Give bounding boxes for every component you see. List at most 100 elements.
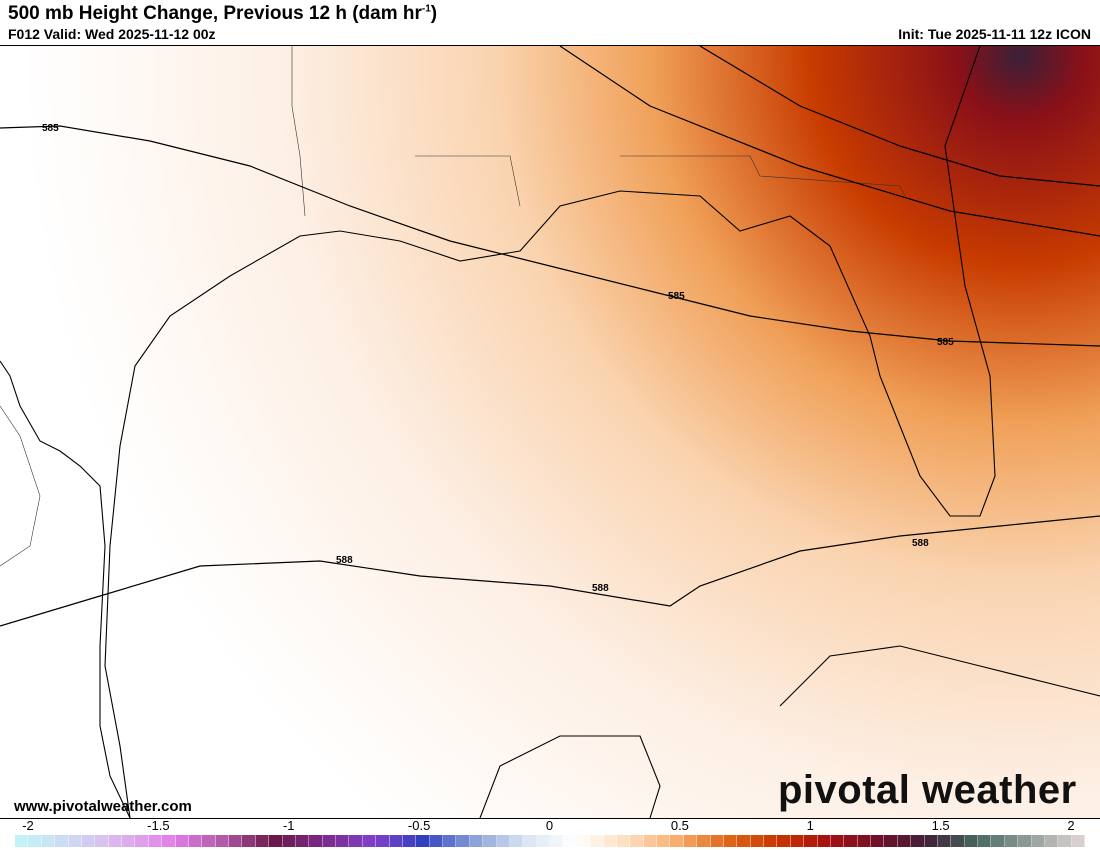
map-title: 500 mb Height Change, Previous 12 h (dam…: [8, 3, 438, 24]
colorbar-tick-label: 1: [806, 818, 814, 833]
colorbar-cell: [911, 835, 925, 847]
colorbar-cell: [750, 835, 764, 847]
colorbar-cell: [1004, 835, 1019, 847]
colorbar-cell: [108, 835, 122, 847]
colorbar-cell: [1071, 835, 1085, 847]
colorbar-cell: [643, 835, 657, 847]
colorbar-cell: [309, 835, 323, 847]
colorbar-cell: [897, 835, 912, 847]
colorbar-cell: [1044, 835, 1059, 847]
colorbar-cell: [723, 835, 738, 847]
colorbar-cell: [15, 835, 29, 847]
colorbar-cell: [496, 835, 510, 847]
init-time: Init: Tue 2025-11-11 12z ICON: [898, 26, 1091, 42]
colorbar-cell: [964, 835, 978, 847]
colorbar-tick-label: 0.5: [670, 818, 689, 833]
colorbar-cell: [790, 835, 805, 847]
colorbar-cell: [269, 835, 283, 847]
svg-text:585: 585: [668, 291, 685, 302]
height-change-field: [0, 46, 1100, 818]
coastlines: [0, 46, 1100, 818]
colorbar-tick-label: -2: [22, 818, 34, 833]
colorbar-cell: [523, 835, 537, 847]
colorbar-cell: [590, 835, 604, 847]
colorbar-cell: [937, 835, 952, 847]
colorbar-cell: [737, 835, 751, 847]
website-url: www.pivotalweather.com: [14, 798, 192, 815]
colorbar-cell: [295, 835, 310, 847]
colorbar-cell: [215, 835, 229, 847]
colorbar-cell: [657, 835, 671, 847]
height-contours: [0, 46, 1100, 627]
colorbar-cell: [95, 835, 109, 847]
colorbar-cell: [148, 835, 163, 847]
colorbar-cell: [282, 835, 296, 847]
svg-text:585: 585: [42, 123, 59, 134]
colorbar-cell: [1058, 835, 1072, 847]
colorbar-cell: [402, 835, 417, 847]
colorbar-cell: [376, 835, 390, 847]
colorbar-tick-label: -1: [282, 818, 295, 833]
colorbar-cell: [322, 835, 336, 847]
colorbar-tick-label: 1.5: [931, 818, 950, 833]
colorbar-cell: [844, 835, 858, 847]
svg-text:588: 588: [912, 538, 929, 549]
colorbar-cell: [978, 835, 992, 847]
colorbar-cell: [135, 835, 149, 847]
colorbar-cell: [670, 835, 684, 847]
colorbar-cell: [830, 835, 845, 847]
colorbar-cell: [884, 835, 898, 847]
colorbar-cell: [81, 835, 96, 847]
colorbar-cell: [416, 835, 430, 847]
svg-text:585: 585: [937, 337, 954, 348]
colorbar-tick-label: 0: [545, 818, 554, 833]
colorbar-cell: [857, 835, 871, 847]
colorbar-cell: [55, 835, 69, 847]
colorbar-tick-label: -0.5: [407, 818, 431, 833]
pivotal-weather-logo: pivotal weather: [778, 768, 1077, 812]
colorbar-cell: [349, 835, 363, 847]
colorbar-cell: [710, 835, 724, 847]
colorbar-cell: [242, 835, 256, 847]
colorbar-cell: [483, 835, 497, 847]
colorbar-cell: [28, 835, 42, 847]
colorbar-cell: [576, 835, 591, 847]
colorbar-cell: [456, 835, 470, 847]
colorbar-cell: [630, 835, 644, 847]
colorbar-cell: [1031, 835, 1045, 847]
colorbar-cell: [336, 835, 350, 847]
colorbar-cell: [924, 835, 938, 847]
colorbar-cell: [175, 835, 189, 847]
colorbar-cell: [683, 835, 698, 847]
colorbar-cell: [389, 835, 403, 847]
colorbar-tick-label: -1.5: [147, 818, 170, 833]
svg-text:588: 588: [592, 583, 609, 594]
colorbar-cell: [509, 835, 524, 847]
colorbar-cell: [443, 835, 457, 847]
colorbar-cell: [188, 835, 203, 847]
colorbar: [15, 835, 1085, 847]
colorbar-cell: [362, 835, 377, 847]
colorbar-cell: [697, 835, 711, 847]
colorbar-cell: [162, 835, 176, 847]
colorbar-cell: [817, 835, 831, 847]
colorbar-cell: [1018, 835, 1032, 847]
colorbar-cell: [550, 835, 564, 847]
svg-text:588: 588: [336, 555, 353, 566]
colorbar-cell: [122, 835, 136, 847]
colorbar-cell: [951, 835, 965, 847]
colorbar-cell: [255, 835, 270, 847]
colorbar-cell: [429, 835, 443, 847]
colorbar-cell: [777, 835, 791, 847]
colorbar-cell: [991, 835, 1005, 847]
weather-map[interactable]: 585 585 585 588 588 588: [0, 45, 1100, 819]
colorbar-cell: [68, 835, 82, 847]
colorbar-cell: [563, 835, 577, 847]
colorbar-cell: [764, 835, 778, 847]
colorbar-cell: [616, 835, 631, 847]
colorbar-cell: [469, 835, 484, 847]
state-borders: [0, 46, 906, 567]
colorbar-cell: [41, 835, 56, 847]
contour-labels: 585 585 585 588 588 588: [42, 123, 954, 594]
colorbar-cell: [202, 835, 216, 847]
